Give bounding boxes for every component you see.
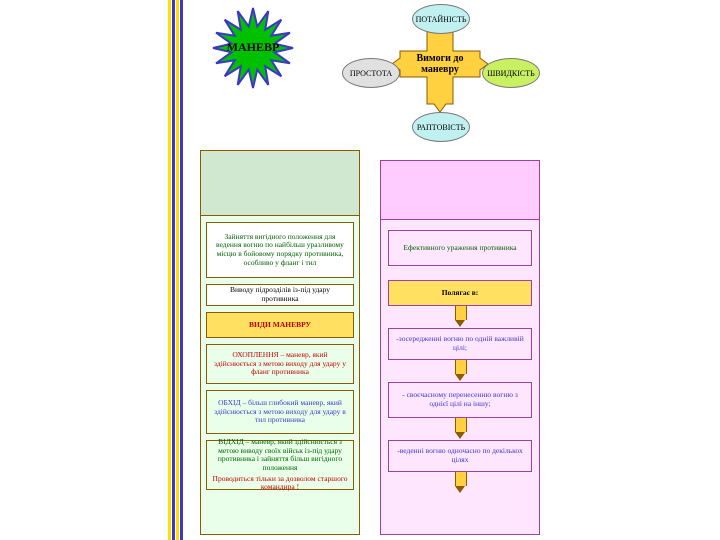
connector: [455, 306, 467, 320]
starburst-label: МАНЕВР: [218, 40, 288, 55]
oval-right-text: ШВИДКІСТЬ: [487, 69, 534, 78]
arrow-down-icon: [455, 320, 465, 327]
stripe: [180, 0, 183, 540]
oval-left-text: ПРОСТОТА: [350, 69, 392, 78]
right-box: -веденні вогню одночасно по декількох ці…: [388, 440, 532, 472]
right-box: -зосередженні вогню по одній важливій ці…: [388, 328, 532, 360]
stripe: [172, 0, 175, 540]
oval-top: ПОТАЙНІСТЬ: [412, 4, 470, 34]
arrow-down-icon: [455, 374, 465, 381]
connector: [455, 472, 467, 486]
stripe: [176, 0, 179, 540]
oval-top-text: ПОТАЙНІСТЬ: [416, 15, 467, 24]
oval-left: ПРОСТОТА: [342, 58, 400, 88]
oval-right: ШВИДКІСТЬ: [482, 58, 540, 88]
arrow-down-icon: [455, 486, 465, 493]
connector: [455, 418, 467, 432]
column-header: [380, 160, 540, 220]
left-box: Виводу підрозділів із-під удару противни…: [206, 284, 354, 306]
column-header: [200, 150, 360, 216]
left-box: ВІДХІД – маневр, який здійснюється з мет…: [206, 440, 354, 490]
oval-bottom: РАПТОВІСТЬ: [412, 112, 470, 142]
left-box: Зайняття вигідного положення для ведення…: [206, 222, 354, 278]
oval-bottom-text: РАПТОВІСТЬ: [417, 123, 465, 132]
connector: [455, 360, 467, 374]
left-box: ОХОПЛЕННЯ – маневр, який здійснюється з …: [206, 344, 354, 384]
stripe: [168, 0, 171, 540]
right-box: - своєчасному перенесенню вогню з однієї…: [388, 382, 532, 418]
left-box: ВИДИ МАНЕВРУ: [206, 312, 354, 338]
left-box: ОБХІД – більш глибокий маневр, який здій…: [206, 390, 354, 434]
right-box: Ефективного ураження противника: [388, 230, 532, 266]
requirements-label: Вимоги до маневру: [412, 46, 468, 82]
right-box: Полягає в:: [388, 280, 532, 306]
arrow-down-icon: [455, 432, 465, 439]
